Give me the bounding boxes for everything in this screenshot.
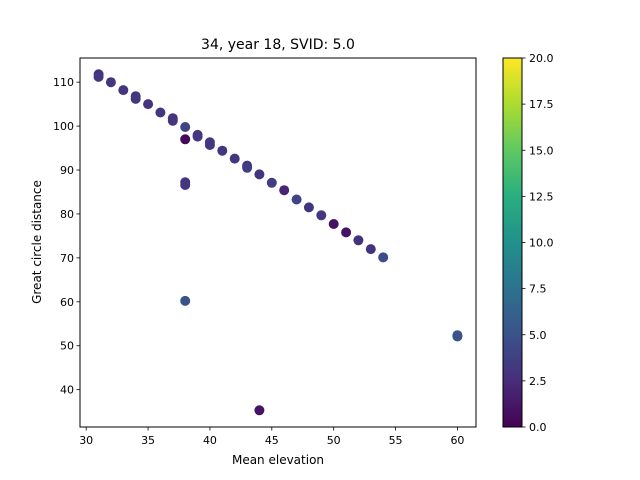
scatter-point [180,295,191,306]
y-tick-label: 70 [60,252,74,265]
scatter-point [167,115,178,126]
y-axis: 40 50 60 70 80 90 100 110 [53,76,80,397]
scatter-point [254,169,265,180]
x-axis-label: Mean elevation [232,453,324,467]
colorbar-tick-label: 20.0 [529,52,554,65]
y-tick-label: 60 [60,296,74,309]
colorbar-tick-label: 0.0 [529,421,547,434]
scatter-point [452,331,463,342]
scatter-point [105,77,116,88]
scatter-point [217,145,228,156]
x-tick-label: 45 [265,434,279,447]
scatter-point [229,153,240,164]
scatter-point [242,162,253,173]
scatter-point [316,210,327,221]
scatter-point [279,185,290,196]
scatter-point [254,405,265,416]
y-tick-label: 80 [60,208,74,221]
scatter-point [180,180,191,190]
x-tick-label: 60 [450,434,464,447]
y-tick-label: 100 [53,120,74,133]
scatter-point [180,122,191,132]
scatter-point [180,134,191,145]
scatter-point [266,177,277,188]
scatter-point [192,131,203,142]
colorbar-tick-label: 5.0 [529,329,547,342]
x-tick-label: 35 [141,434,155,447]
x-tick-label: 30 [79,434,93,447]
scatter-point [118,85,129,96]
plot-frame [79,57,477,428]
chart-title: 34, year 18, SVID: 5.0 [201,37,355,53]
x-tick-label: 40 [203,434,217,447]
colorbar-tick-label: 15.0 [529,144,554,157]
x-tick-label: 55 [389,434,403,447]
colorbar-axis: 0.0 2.5 5.0 7.5 10.0 12.5 15.0 17.5 20.0 [522,52,554,434]
scatter-point [353,235,364,246]
scatter-point [291,194,302,205]
scatter-point [328,219,339,229]
colorbar [502,57,523,428]
colorbar-tick-label: 7.5 [529,283,547,296]
y-tick-label: 40 [60,384,74,397]
scatter-point [204,140,215,150]
scatter-point [93,71,104,82]
colorbar-tick-label: 2.5 [529,375,547,388]
y-tick-label: 90 [60,164,74,177]
scatter-point [155,107,166,118]
scatter-point [378,252,389,263]
y-tick-label: 50 [60,340,74,353]
plot-area [93,69,463,416]
colorbar-tick-label: 17.5 [529,98,554,111]
scatter-point [143,99,154,110]
x-axis: 30 35 40 45 50 55 60 [79,427,464,447]
colorbar-tick-label: 12.5 [529,190,554,203]
scatter-point [341,227,352,238]
y-axis-label: Great circle distance [30,180,44,304]
x-tick-label: 50 [327,434,341,447]
scatter-point [303,202,314,213]
y-tick-label: 110 [53,76,74,89]
colorbar-tick-label: 10.0 [529,237,554,250]
scatter-point [365,244,376,255]
scatter-point [130,93,141,104]
